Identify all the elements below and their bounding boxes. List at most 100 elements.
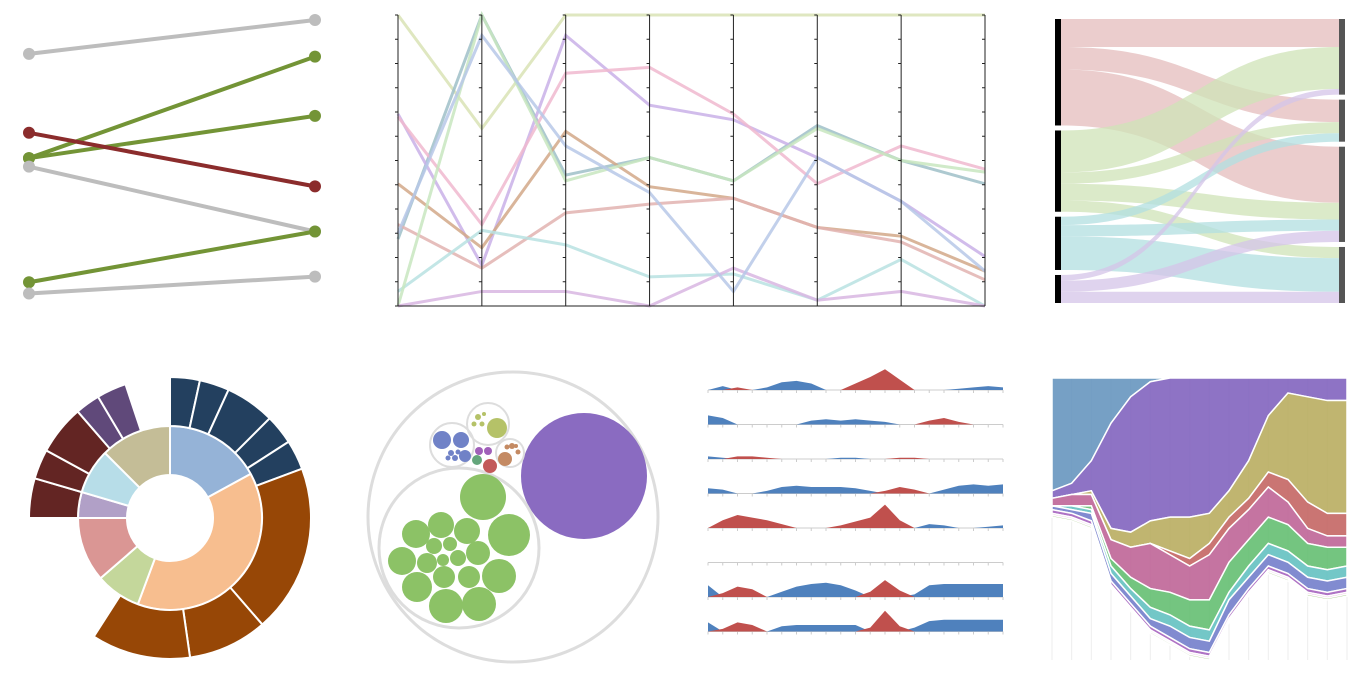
pack-leaf [458, 566, 480, 588]
sankey-link [1061, 122, 1339, 184]
streamgraph-panel [1051, 377, 1348, 661]
parallel-line [397, 196, 986, 282]
horizon-band-negative [708, 484, 1003, 494]
pack-leaf [521, 413, 647, 539]
pack-leaf [448, 450, 454, 456]
slope-point [309, 14, 321, 26]
pack-leaf [487, 418, 507, 438]
pack-leaf [426, 538, 442, 554]
stream-layer [1051, 514, 1348, 661]
slope-line [27, 164, 317, 234]
pack-leaf [504, 444, 510, 450]
pack-leaf [402, 572, 432, 602]
pack-group [429, 422, 475, 468]
pack-leaf [433, 431, 451, 449]
pack-leaf [515, 449, 521, 455]
sunburst-outer-segment [92, 594, 192, 660]
sankey-node [1055, 216, 1061, 270]
sankey-link [1061, 230, 1339, 292]
pack-leaf [429, 589, 463, 623]
pack-leaf [509, 443, 515, 449]
pack-leaf [460, 474, 506, 520]
slope-point [23, 276, 35, 289]
pack-leaf [479, 421, 485, 427]
slopegraph-panel [23, 14, 321, 300]
circle-packing-panel [366, 370, 660, 664]
horizon-band-positive [708, 504, 1003, 528]
pack-leaf [484, 447, 492, 455]
sankey-link [1061, 219, 1339, 237]
slope-point [309, 109, 321, 122]
pack-leaf [482, 559, 516, 593]
horizon-band-negative [708, 415, 1003, 425]
parallel-line [397, 129, 986, 273]
horizon-chart-panel [707, 369, 1004, 635]
pack-leaf [455, 449, 461, 455]
sankey-link [1061, 291, 1339, 303]
pack-leaf [471, 421, 477, 427]
sankey-node [1055, 274, 1061, 303]
slope-line [27, 18, 317, 56]
parallel-line [396, 32, 986, 294]
sankey-link [1061, 69, 1339, 203]
pack-leaf [402, 520, 430, 548]
horizon-band-positive [708, 456, 1003, 459]
horizon-band-positive [708, 369, 1003, 390]
parallel-line [396, 10, 986, 307]
sankey-link [1061, 47, 1339, 173]
parallel-line [396, 13, 985, 132]
pack-leaf [488, 514, 530, 556]
pack-leaf [428, 512, 454, 538]
pack-group [466, 402, 510, 446]
pack-leaf [482, 412, 486, 416]
pack-leaf [437, 554, 449, 566]
pack-leaf [445, 455, 451, 461]
slope-point [309, 270, 321, 283]
pack-root [366, 370, 660, 664]
parallel-line [397, 266, 986, 308]
slope-point [23, 152, 35, 165]
sankey-node [1339, 19, 1345, 95]
pack-leaf [498, 452, 512, 466]
horizon-band-positive [708, 580, 1003, 597]
slope-line [27, 274, 317, 296]
pack-leaf [472, 455, 482, 465]
parallel-line [397, 228, 986, 308]
parallel-line [396, 11, 986, 240]
slope-line [27, 54, 317, 161]
pack-leaf [388, 547, 416, 575]
slope-point [23, 126, 35, 139]
pack-leaf [452, 455, 458, 461]
pack-leaf [450, 550, 466, 566]
sankey-node [1339, 246, 1345, 303]
alluvial-panel [1055, 19, 1345, 303]
horizon-band-positive [708, 610, 1003, 632]
slope-point [309, 180, 321, 193]
pack-leaf [453, 432, 469, 448]
slope-point [23, 47, 35, 60]
pack-leaf [475, 414, 481, 420]
slope-line [27, 130, 317, 189]
parallel-line [396, 65, 986, 228]
horizon-band-negative [708, 619, 1003, 632]
sankey-link [1061, 47, 1339, 123]
sunburst-panel [27, 375, 312, 660]
sankey-node [1055, 130, 1061, 212]
slope-point [309, 50, 321, 63]
slope-point [309, 225, 321, 238]
sankey-node [1055, 19, 1061, 126]
pack-leaf [466, 541, 490, 565]
horizon-band-negative [708, 524, 1003, 528]
pack-group [495, 438, 525, 468]
sunburst-outer-segment [96, 382, 143, 441]
slope-line [27, 113, 317, 161]
pack-leaf [459, 450, 471, 462]
pack-leaf [514, 444, 518, 448]
pack-leaf [443, 537, 457, 551]
slope-point [23, 160, 35, 173]
horizon-band-negative [708, 456, 1003, 459]
sankey-node [1339, 99, 1345, 142]
pack-leaf [433, 566, 455, 588]
